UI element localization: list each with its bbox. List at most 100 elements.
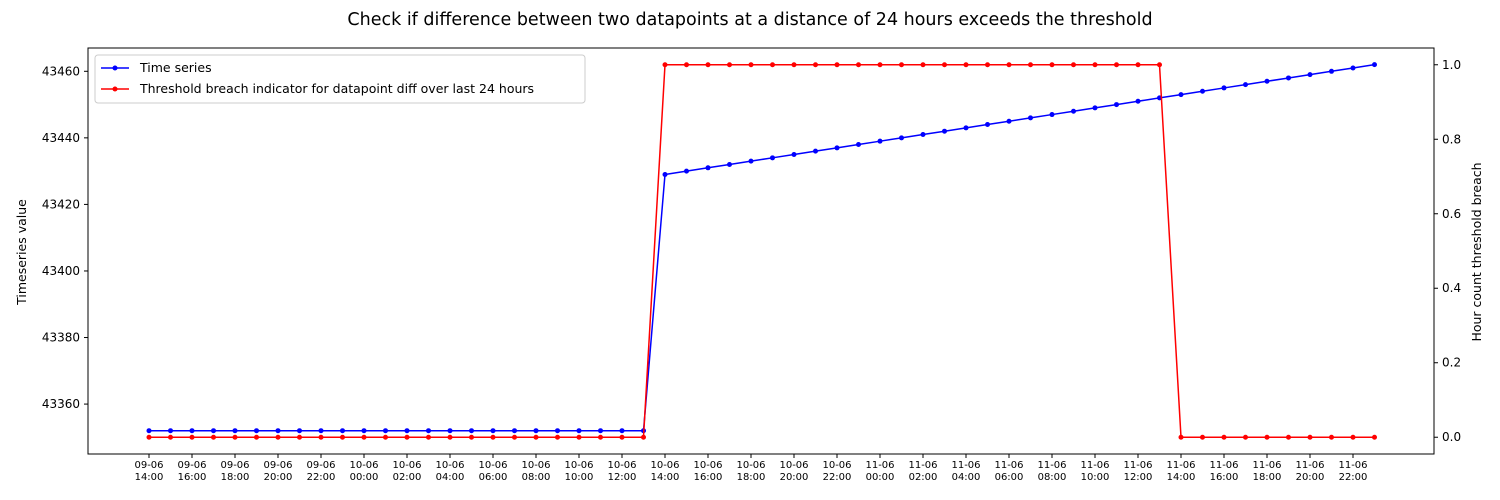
- data-point-time-series: [383, 428, 388, 434]
- x-tick-label: 11-06 20:00: [1295, 460, 1324, 483]
- data-point-time-series: [576, 428, 582, 434]
- data-point-threshold-breach: [920, 62, 926, 68]
- data-point-time-series: [1006, 118, 1012, 124]
- x-tick-time: 02:00: [909, 472, 938, 483]
- x-tick-date: 11-06: [1080, 460, 1109, 471]
- data-point-threshold-breach: [1178, 434, 1184, 440]
- data-point-threshold-breach: [447, 434, 453, 440]
- data-point-threshold-breach: [340, 434, 345, 440]
- data-point-threshold-breach: [1307, 434, 1313, 440]
- x-tick-label: 10-06 20:00: [779, 460, 808, 483]
- x-tick-label: 10-06 14:00: [650, 460, 679, 483]
- x-tick-time: 08:00: [522, 472, 551, 483]
- x-tick-label: 11-06 10:00: [1080, 460, 1109, 483]
- x-tick-label: 10-06 04:00: [435, 460, 464, 483]
- data-point-threshold-breach: [189, 434, 195, 440]
- y2-tick-label: 0.4: [1442, 281, 1461, 295]
- data-point-time-series: [189, 428, 195, 434]
- x-tick-label: 10-06 16:00: [693, 460, 722, 483]
- plot-area: [146, 62, 1377, 440]
- x-tick-label: 11-06 14:00: [1166, 460, 1195, 483]
- data-point-threshold-breach: [899, 62, 904, 68]
- data-point-threshold-breach: [877, 62, 883, 68]
- x-tick-date: 11-06: [865, 460, 894, 471]
- data-point-time-series: [254, 428, 259, 434]
- x-tick-time: 20:00: [780, 472, 809, 483]
- data-point-threshold-breach: [641, 434, 646, 440]
- x-tick-label: 09-06 16:00: [177, 460, 206, 483]
- x-tick-time: 12:00: [608, 472, 637, 483]
- x-tick-label: 11-06 08:00: [1037, 460, 1066, 483]
- y-tick-label: 43420: [42, 197, 80, 211]
- x-tick-time: 14:00: [651, 472, 680, 483]
- data-point-time-series: [1307, 72, 1313, 78]
- data-point-time-series: [361, 428, 367, 434]
- data-point-time-series: [834, 145, 840, 151]
- data-point-threshold-breach: [555, 434, 560, 440]
- data-point-threshold-breach: [1049, 62, 1055, 68]
- data-point-time-series: [963, 125, 969, 131]
- y2-tick-label: 1.0: [1442, 58, 1461, 72]
- data-point-time-series: [727, 161, 732, 167]
- data-point-threshold-breach: [275, 434, 281, 440]
- x-tick-label: 09-06 20:00: [263, 460, 292, 483]
- y-axis-label: Timeseries value: [14, 199, 29, 306]
- x-tick-label: 10-06 18:00: [736, 460, 765, 483]
- data-point-time-series: [1178, 92, 1184, 98]
- data-point-time-series: [985, 122, 990, 128]
- x-tick-label: 09-06 18:00: [220, 460, 249, 483]
- data-point-threshold-breach: [1200, 434, 1205, 440]
- data-point-time-series: [662, 171, 668, 177]
- data-point-time-series: [168, 428, 173, 434]
- x-tick-label: 10-06 12:00: [607, 460, 636, 483]
- x-tick-time: 00:00: [350, 472, 379, 483]
- x-tick-date: 10-06: [822, 460, 851, 471]
- legend-label-threshold-breach: Threshold breach indicator for datapoint…: [139, 81, 534, 96]
- data-point-time-series: [1243, 82, 1248, 88]
- data-point-time-series: [1092, 105, 1098, 111]
- x-tick-time: 16:00: [1210, 472, 1239, 483]
- data-point-time-series: [1264, 78, 1270, 84]
- x-tick-date: 09-06: [220, 460, 249, 471]
- y-tick-label: 43440: [42, 131, 80, 145]
- x-tick-time: 10:00: [565, 472, 594, 483]
- data-point-threshold-breach: [146, 434, 152, 440]
- y2-axis-label: Hour count threshold breach: [1469, 162, 1484, 341]
- y-tick-label: 43460: [42, 64, 80, 78]
- data-point-threshold-breach: [211, 434, 216, 440]
- data-point-threshold-breach: [1135, 62, 1141, 68]
- data-point-time-series: [555, 428, 560, 434]
- data-point-threshold-breach: [1264, 434, 1270, 440]
- data-point-time-series: [1071, 108, 1076, 114]
- data-point-time-series: [1028, 115, 1033, 121]
- data-point-time-series: [1221, 85, 1227, 91]
- data-point-time-series: [340, 428, 345, 434]
- x-tick-time: 16:00: [178, 472, 207, 483]
- x-tick-time: 04:00: [952, 472, 981, 483]
- data-point-time-series: [1114, 102, 1119, 108]
- x-tick-date: 10-06: [607, 460, 636, 471]
- data-point-time-series: [1286, 75, 1291, 81]
- data-point-threshold-breach: [1157, 62, 1162, 68]
- x-tick-date: 09-06: [306, 460, 335, 471]
- data-point-threshold-breach: [254, 434, 259, 440]
- data-point-time-series: [1200, 88, 1205, 94]
- x-tick-label: 11-06 22:00: [1338, 460, 1367, 483]
- data-point-threshold-breach: [297, 434, 302, 440]
- x-tick-date: 11-06: [1037, 460, 1066, 471]
- x-tick-time: 06:00: [995, 472, 1024, 483]
- data-point-threshold-breach: [1329, 434, 1334, 440]
- x-tick-date: 11-06: [1209, 460, 1238, 471]
- legend-box: [94, 54, 586, 104]
- data-point-time-series: [232, 428, 238, 434]
- data-point-threshold-breach: [963, 62, 969, 68]
- data-point-threshold-breach: [791, 62, 797, 68]
- x-tick-date: 10-06: [435, 460, 464, 471]
- y-tick-label: 43380: [42, 331, 80, 345]
- data-point-time-series: [748, 158, 754, 164]
- x-tick-label: 11-06 12:00: [1123, 460, 1152, 483]
- data-point-threshold-breach: [748, 62, 754, 68]
- data-point-threshold-breach: [404, 434, 410, 440]
- x-tick-date: 10-06: [736, 460, 765, 471]
- data-point-threshold-breach: [512, 434, 517, 440]
